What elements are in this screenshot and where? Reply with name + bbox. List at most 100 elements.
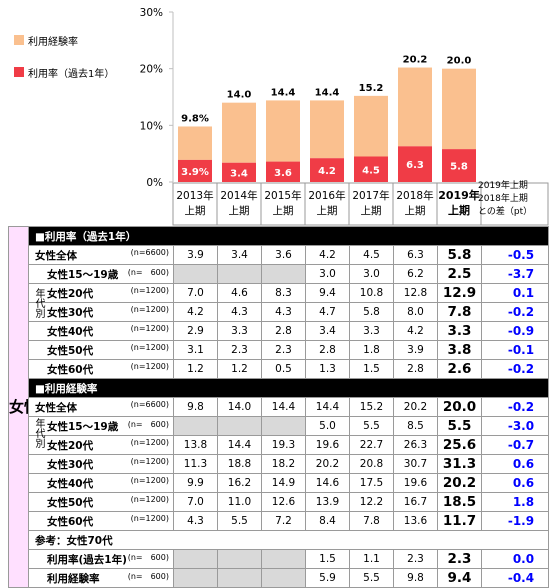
legend-item-usage: 利用率（過去1年） xyxy=(14,64,114,80)
data-label-experience: 20.2 xyxy=(403,55,428,66)
age-group-label: 年代別 xyxy=(33,418,44,448)
table-row: 利用率(過去1年) (n= 600) 1.5 1.1 2.3 2.3 0.0 xyxy=(9,549,550,569)
table-row: 利用経験率 (n= 600) 5.9 5.5 9.8 9.4 -0.4 xyxy=(9,568,550,588)
x-tick-label: 上期 xyxy=(405,205,426,217)
diff-value-cell: -0.5 xyxy=(480,245,550,265)
age-group-label: 年代別 xyxy=(33,288,44,318)
data-label-usage: 3.6 xyxy=(274,168,292,179)
latest-value-cell: 3.8 xyxy=(437,340,482,360)
diff-header-cell xyxy=(480,182,549,226)
x-tick-label: 上期 xyxy=(361,205,382,217)
x-tick-label: 2019年 xyxy=(438,188,480,202)
table-row: 女性60代 (n=1200) 1.2 1.2 0.5 1.3 1.5 2.8 2.6 -0.2 xyxy=(9,359,550,379)
diff-value-cell: -0.2 xyxy=(480,359,550,379)
value-cell: 3.9 xyxy=(393,340,438,360)
value-cell: 9.4 xyxy=(305,283,350,303)
row-sample-size: (n=1200) xyxy=(130,361,169,371)
value-cell: 2.8 xyxy=(261,321,306,341)
data-label-experience: 9.8% xyxy=(181,113,209,124)
table-row: 女性40代 (n=1200) 2.9 3.3 2.8 3.4 3.3 4.2 3.3 -0.9 xyxy=(9,321,550,341)
value-cell xyxy=(173,264,218,284)
row-label-text: 女性60代 xyxy=(47,515,94,528)
row-sample-size: (n= 600) xyxy=(127,419,169,429)
value-cell: 16.7 xyxy=(393,492,438,512)
value-cell: 4.2 xyxy=(173,302,218,322)
table-row: 女性20代 (n=1200) 7.0 4.6 8.3 9.4 10.8 12.8 12.9 0.1 xyxy=(9,283,550,303)
side-label: 女性 xyxy=(8,226,29,588)
diff-header-line-2: 2018年上期 xyxy=(478,194,528,204)
bar-usage xyxy=(354,156,388,182)
row-sample-size: (n=1200) xyxy=(130,304,169,314)
data-label-usage: 5.8 xyxy=(450,162,468,173)
value-cell: 3.3 xyxy=(217,321,262,341)
diff-value-cell: 1.8 xyxy=(480,492,550,512)
value-cell: 0.5 xyxy=(261,359,306,379)
value-cell: 9.8 xyxy=(393,568,438,588)
row-label-text: 女性全体 xyxy=(35,249,77,262)
value-cell: 8.0 xyxy=(393,302,438,322)
table-row: 女性15～19歳 (n= 600) 5.0 5.5 8.5 5.5 -3.0 xyxy=(9,416,550,436)
value-cell: 3.3 xyxy=(349,321,394,341)
x-tick-label: 2014年 xyxy=(220,189,257,202)
y-tick-label: 10% xyxy=(140,120,163,132)
diff-value-cell: 0.1 xyxy=(480,283,550,303)
table-row: 女性40代 (n=1200) 9.9 16.2 14.9 14.6 17.5 19.6 20.2… xyxy=(9,473,550,493)
value-cell: 9.8 xyxy=(173,397,218,417)
diff-value-cell: -0.4 xyxy=(480,568,550,588)
diff-value-cell: -0.7 xyxy=(480,435,550,455)
row-sample-size: (n=1200) xyxy=(130,494,169,504)
row-label: 女性全体 (n=6600) xyxy=(28,397,174,417)
data-label-usage: 4.2 xyxy=(318,166,336,177)
value-cell: 5.9 xyxy=(305,568,350,588)
row-label: 女性60代 (n=1200) xyxy=(28,359,174,379)
value-cell: 1.5 xyxy=(305,549,350,569)
value-cell: 5.5 xyxy=(349,416,394,436)
value-cell: 2.9 xyxy=(173,321,218,341)
value-cell: 2.8 xyxy=(393,359,438,379)
value-cell xyxy=(217,416,262,436)
bar-experience xyxy=(222,102,256,163)
value-cell: 19.6 xyxy=(393,473,438,493)
value-cell: 6.2 xyxy=(393,264,438,284)
row-label: 利用経験率 (n= 600) xyxy=(28,568,174,588)
legend-swatch-experience xyxy=(14,35,24,45)
category-cell xyxy=(348,182,394,226)
row-label-text: 女性15～19歳 xyxy=(47,420,119,433)
reference-header: 参考：女性70代 xyxy=(9,530,550,550)
value-cell xyxy=(217,264,262,284)
value-cell: 19.6 xyxy=(305,435,350,455)
row-label-text: 女性30代 xyxy=(47,458,94,471)
value-cell: 8.5 xyxy=(393,416,438,436)
value-cell: 9.9 xyxy=(173,473,218,493)
x-tick-label: 上期 xyxy=(317,205,338,217)
diff-header-line-3: との差（pt） xyxy=(478,207,533,217)
table-row: 女性30代 (n=1200) 4.2 4.3 4.3 4.7 5.8 8.0 7.8 -0.2 xyxy=(9,302,550,322)
latest-value-cell: 20.0 xyxy=(437,397,482,417)
diff-value-cell: -3.7 xyxy=(480,264,550,284)
latest-value-cell: 11.7 xyxy=(437,511,482,531)
table-row: 女性20代 (n=1200) 13.8 14.4 19.3 19.6 22.7 26.3 25.… xyxy=(9,435,550,455)
legend-swatch-usage xyxy=(14,67,24,77)
value-cell xyxy=(261,264,306,284)
row-sample-size: (n=1200) xyxy=(130,342,169,352)
x-tick-label: 2015年 xyxy=(264,189,301,202)
value-cell: 1.3 xyxy=(305,359,350,379)
value-cell: 16.2 xyxy=(217,473,262,493)
value-cell: 8.3 xyxy=(261,283,306,303)
value-cell: 14.4 xyxy=(261,397,306,417)
value-cell xyxy=(261,568,306,588)
diff-column-header: 2019年上期 2018年上期 との差（pt） xyxy=(478,180,548,219)
latest-value-cell: 5.8 xyxy=(437,245,482,265)
value-cell: 12.8 xyxy=(393,283,438,303)
row-label-text: 女性30代 xyxy=(47,306,94,319)
section-header-title: ■利用率（過去1年） xyxy=(27,226,550,246)
x-tick-label: 上期 xyxy=(229,205,250,217)
row-label: 女性40代 (n=1200) xyxy=(28,473,174,493)
row-label: 利用率(過去1年) (n= 600) xyxy=(28,549,174,569)
bar-experience xyxy=(398,67,432,147)
row-label: 女性20代 (n=1200) xyxy=(28,435,174,455)
row-sample-size: (n=1200) xyxy=(130,513,169,523)
latest-value-cell: 7.8 xyxy=(437,302,482,322)
diff-header-line-1: 2019年上期 xyxy=(478,181,528,191)
latest-value-cell: 20.2 xyxy=(437,473,482,493)
